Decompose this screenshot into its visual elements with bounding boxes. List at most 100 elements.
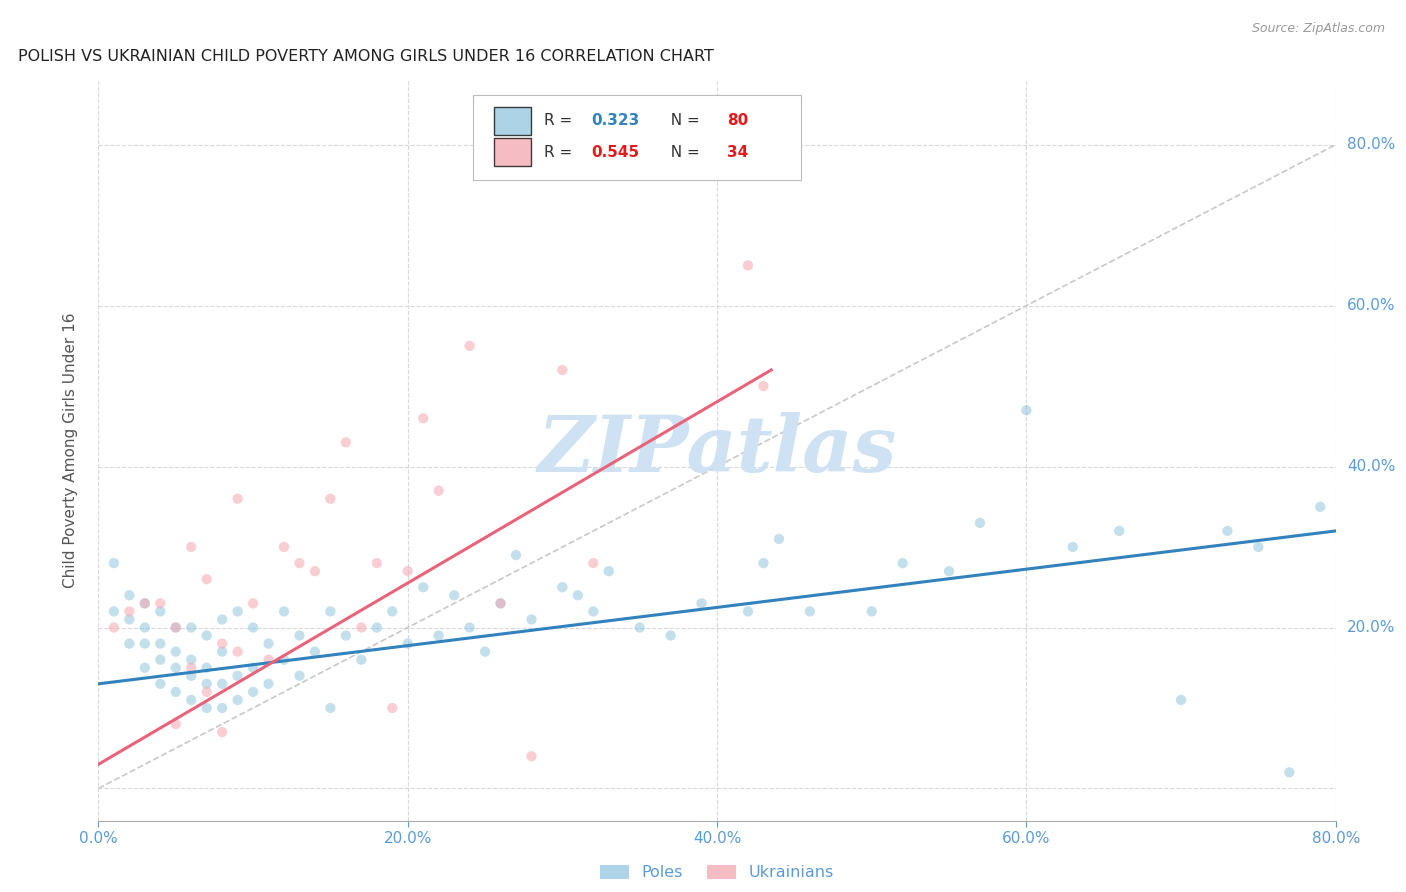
Point — [195, 661, 218, 675]
Point — [319, 701, 342, 715]
Point — [257, 653, 280, 667]
Point — [628, 620, 651, 634]
Point — [211, 645, 233, 659]
Point — [134, 596, 156, 610]
Point — [582, 604, 605, 618]
Point — [288, 629, 311, 643]
Text: Source: ZipAtlas.com: Source: ZipAtlas.com — [1251, 22, 1385, 36]
Point — [134, 596, 156, 610]
Text: 80: 80 — [727, 113, 748, 128]
Point — [242, 661, 264, 675]
Point — [1062, 540, 1084, 554]
Point — [1247, 540, 1270, 554]
Point — [149, 677, 172, 691]
Point — [1278, 765, 1301, 780]
Point — [598, 564, 620, 578]
Point — [551, 363, 574, 377]
Point — [366, 620, 388, 634]
Point — [304, 564, 326, 578]
Point — [165, 685, 187, 699]
Point — [582, 556, 605, 570]
Text: 40.0%: 40.0% — [1347, 459, 1395, 474]
Point — [520, 612, 543, 626]
Point — [335, 629, 357, 643]
Point — [273, 604, 295, 618]
Point — [180, 661, 202, 675]
Point — [768, 532, 790, 546]
Point — [165, 620, 187, 634]
Point — [257, 677, 280, 691]
Point — [350, 620, 373, 634]
Point — [180, 653, 202, 667]
Point — [195, 685, 218, 699]
Point — [288, 556, 311, 570]
Point — [412, 580, 434, 594]
Point — [319, 604, 342, 618]
Point — [134, 637, 156, 651]
Point — [134, 661, 156, 675]
Point — [350, 653, 373, 667]
Point — [165, 645, 187, 659]
Point — [396, 637, 419, 651]
Point — [273, 540, 295, 554]
FancyBboxPatch shape — [474, 95, 801, 180]
Point — [1216, 524, 1239, 538]
Point — [799, 604, 821, 618]
Point — [226, 645, 249, 659]
FancyBboxPatch shape — [495, 107, 531, 135]
Point — [195, 701, 218, 715]
Point — [242, 620, 264, 634]
Text: 34: 34 — [727, 145, 748, 160]
Point — [381, 604, 404, 618]
Point — [1170, 693, 1192, 707]
Text: R =: R = — [544, 145, 576, 160]
Point — [118, 604, 141, 618]
Point — [149, 637, 172, 651]
Point — [165, 661, 187, 675]
Text: ZIPatlas: ZIPatlas — [537, 412, 897, 489]
Point — [165, 717, 187, 731]
Point — [242, 596, 264, 610]
Point — [273, 653, 295, 667]
Point — [366, 556, 388, 570]
Text: N =: N = — [661, 145, 704, 160]
Point — [242, 685, 264, 699]
Point — [134, 620, 156, 634]
Point — [195, 572, 218, 586]
Point — [257, 637, 280, 651]
Point — [195, 677, 218, 691]
Point — [520, 749, 543, 764]
Point — [396, 564, 419, 578]
Point — [427, 629, 450, 643]
Text: POLISH VS UKRAINIAN CHILD POVERTY AMONG GIRLS UNDER 16 CORRELATION CHART: POLISH VS UKRAINIAN CHILD POVERTY AMONG … — [18, 49, 714, 64]
Point — [443, 588, 465, 602]
Point — [690, 596, 713, 610]
Text: 80.0%: 80.0% — [1347, 137, 1395, 153]
Point — [180, 669, 202, 683]
Y-axis label: Child Poverty Among Girls Under 16: Child Poverty Among Girls Under 16 — [63, 313, 77, 588]
Point — [195, 629, 218, 643]
Point — [489, 596, 512, 610]
Point — [304, 645, 326, 659]
Text: 0.545: 0.545 — [591, 145, 638, 160]
Point — [165, 620, 187, 634]
Text: R =: R = — [544, 113, 576, 128]
Point — [458, 339, 481, 353]
Point — [505, 548, 527, 562]
Point — [211, 725, 233, 739]
Point — [226, 693, 249, 707]
Point — [226, 669, 249, 683]
Point — [319, 491, 342, 506]
Point — [752, 379, 775, 393]
Point — [149, 596, 172, 610]
Point — [211, 637, 233, 651]
Point — [1108, 524, 1130, 538]
Point — [180, 620, 202, 634]
Text: 20.0%: 20.0% — [1347, 620, 1395, 635]
Point — [737, 259, 759, 273]
Point — [335, 435, 357, 450]
Point — [211, 701, 233, 715]
Point — [969, 516, 991, 530]
Point — [1015, 403, 1038, 417]
Point — [180, 540, 202, 554]
